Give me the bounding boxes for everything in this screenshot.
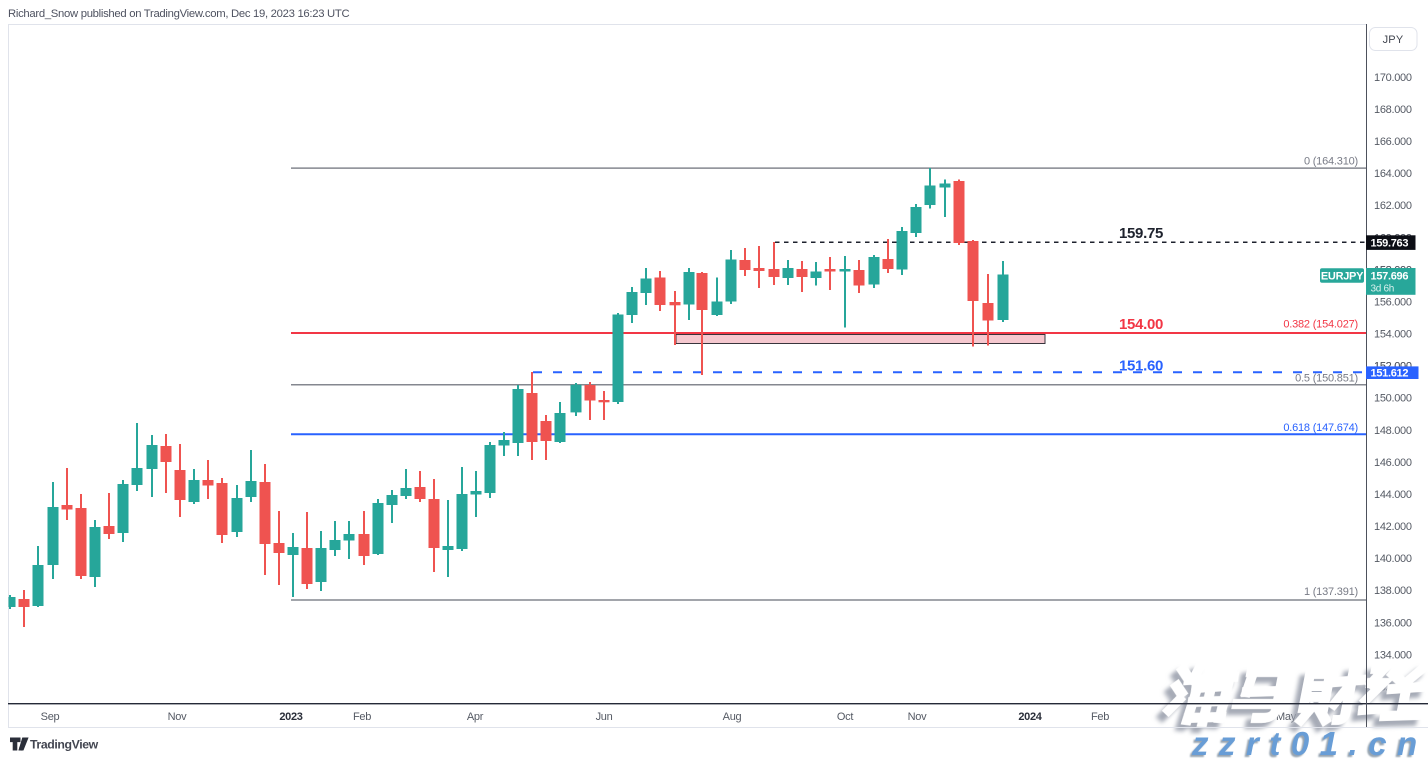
svg-text:146.000: 146.000 — [1374, 457, 1412, 469]
svg-text:2024: 2024 — [1018, 711, 1042, 723]
svg-text:138.000: 138.000 — [1374, 585, 1412, 597]
svg-text:May: May — [1276, 711, 1297, 723]
svg-text:zzrt01.cn: zzrt01.cn — [1191, 725, 1428, 760]
svg-text:0.5 (150.851): 0.5 (150.851) — [1295, 373, 1358, 385]
svg-text:162.000: 162.000 — [1374, 200, 1412, 212]
svg-text:EURJPY: EURJPY — [1321, 271, 1364, 283]
svg-text:Oct: Oct — [837, 711, 853, 723]
svg-text:144.000: 144.000 — [1374, 489, 1412, 501]
svg-text:170.000: 170.000 — [1374, 72, 1412, 84]
svg-text:Feb: Feb — [1091, 711, 1109, 723]
svg-text:Jun: Jun — [596, 711, 613, 723]
svg-text:Nov: Nov — [168, 711, 187, 723]
svg-text:150.000: 150.000 — [1374, 393, 1412, 405]
svg-text:151.612: 151.612 — [1371, 368, 1409, 380]
svg-text:157.696: 157.696 — [1371, 270, 1409, 282]
svg-text:Apr: Apr — [467, 711, 484, 723]
svg-text:2023: 2023 — [279, 711, 302, 723]
svg-text:Feb: Feb — [353, 711, 371, 723]
svg-text:Nov: Nov — [908, 711, 927, 723]
svg-text:1 (137.391): 1 (137.391) — [1304, 586, 1358, 598]
svg-text:134.000: 134.000 — [1374, 649, 1412, 661]
svg-text:168.000: 168.000 — [1374, 104, 1412, 116]
svg-text:156.000: 156.000 — [1374, 296, 1412, 308]
svg-text:0.382 (154.027): 0.382 (154.027) — [1283, 319, 1358, 331]
svg-text:140.000: 140.000 — [1374, 553, 1412, 565]
svg-text:148.000: 148.000 — [1374, 425, 1412, 437]
svg-text:Richard_Snow published on Trad: Richard_Snow published on TradingView.co… — [8, 8, 350, 20]
svg-text:Sep: Sep — [41, 711, 60, 723]
svg-text:136.000: 136.000 — [1374, 617, 1412, 629]
svg-text:154.00: 154.00 — [1119, 316, 1163, 333]
svg-text:154.000: 154.000 — [1374, 329, 1412, 341]
svg-text:142.000: 142.000 — [1374, 521, 1412, 533]
svg-text:JPY: JPY — [1383, 34, 1404, 46]
svg-text:0.618 (147.674): 0.618 (147.674) — [1283, 422, 1358, 434]
svg-text:151.60: 151.60 — [1119, 357, 1163, 374]
svg-text:159.763: 159.763 — [1371, 238, 1409, 250]
svg-text:TradingView: TradingView — [30, 738, 99, 752]
svg-text:159.75: 159.75 — [1119, 225, 1163, 242]
svg-text:166.000: 166.000 — [1374, 136, 1412, 148]
svg-text:Aug: Aug — [723, 711, 742, 723]
svg-text:3d 6h: 3d 6h — [1371, 284, 1395, 295]
svg-text:0 (164.310): 0 (164.310) — [1304, 156, 1358, 168]
svg-text:164.000: 164.000 — [1374, 168, 1412, 180]
